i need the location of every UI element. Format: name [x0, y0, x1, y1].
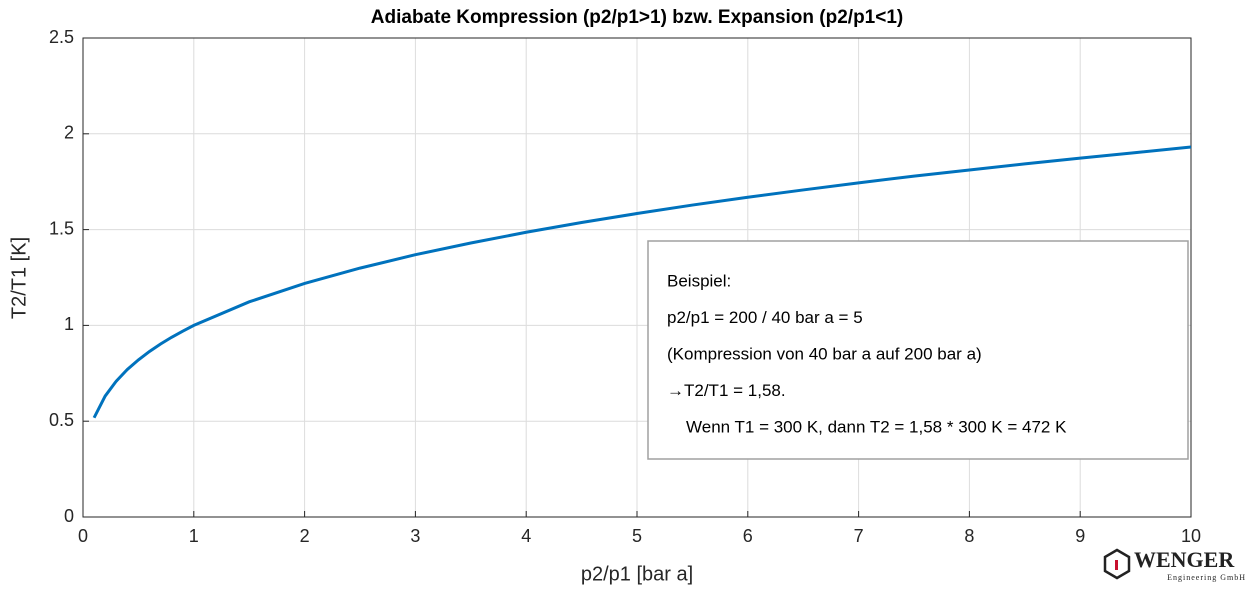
logo-subtitle: Engineering GmbH	[1167, 573, 1246, 582]
annotation-box: Beispiel: p2/p1 = 200 / 40 bar a = 5 (Komp…	[647, 240, 1189, 460]
x-tick-label: 2	[300, 526, 310, 546]
x-tick-label: 9	[1075, 526, 1085, 546]
logo-name: WENGER	[1134, 547, 1235, 572]
x-tick-label: 7	[854, 526, 864, 546]
y-tick-label: 1	[64, 314, 74, 334]
plot-frame	[82, 37, 1192, 518]
x-tick-label: 0	[78, 526, 88, 546]
x-tick-label: 8	[964, 526, 974, 546]
x-tick-label: 4	[521, 526, 531, 546]
x-tick-label: 10	[1181, 526, 1201, 546]
y-tick-label: 0.5	[49, 410, 74, 430]
x-tick-label: 6	[743, 526, 753, 546]
annotation-line: →T2/T1 = 1,58.	[667, 381, 786, 400]
y-tick-label: 1.5	[49, 218, 74, 238]
y-tick-label: 2.5	[49, 27, 74, 47]
annotation-line: p2/p1 = 200 / 40 bar a = 5	[667, 308, 863, 327]
logo-accent	[1115, 560, 1118, 570]
x-tick-label: 3	[410, 526, 420, 546]
logo-icon	[1103, 548, 1131, 580]
y-axis-label: T2/T1 [K]	[8, 237, 30, 319]
annotation-line: (Kompression von 40 bar a auf 200 bar a)	[667, 344, 982, 363]
annotation-frame	[647, 240, 1189, 460]
chart-title: Adiabate Kompression (p2/p1>1) bzw. Expa…	[371, 7, 903, 28]
x-tick-label: 5	[632, 526, 642, 546]
data-line	[92, 145, 1192, 419]
annotation-line: Wenn T1 = 300 K, dann T2 = 1,58 * 300 K …	[686, 417, 1067, 436]
x-axis-label: p2/p1 [bar a]	[581, 563, 693, 585]
logo: WENGER Engineering GmbH	[1103, 547, 1246, 582]
y-tick-label: 0	[64, 506, 74, 526]
y-tick-label: 2	[64, 123, 74, 143]
x-tick-label: 1	[189, 526, 199, 546]
annotation-line: Beispiel:	[667, 271, 731, 290]
